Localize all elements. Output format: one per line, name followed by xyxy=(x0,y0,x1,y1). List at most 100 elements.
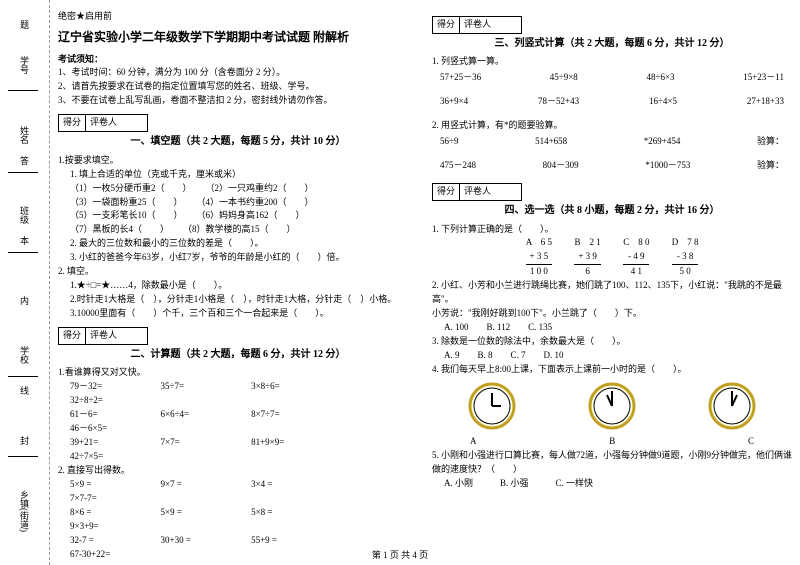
grader-label: 评卷人 xyxy=(460,17,495,33)
s4-q3: 3. 除数是一位数的除法中，余数最大是（ ）。 xyxy=(432,335,792,349)
expr: 3×4 = xyxy=(251,478,328,492)
expr: 46－6×5= xyxy=(70,422,147,436)
opt-top: D 7 8 xyxy=(672,237,699,247)
opt-top: A 6 5 xyxy=(526,237,552,247)
s3-q1: 1. 列竖式算一算。 xyxy=(432,55,792,69)
item: （8）教学楼的高15（ ） xyxy=(183,223,296,237)
exam-title: 辽宁省实验小学二年级数学下学期期中考试试题 附解析 xyxy=(58,28,418,47)
opt-mid: - 3 8 xyxy=(672,250,699,265)
expr: 8×7÷7= xyxy=(251,408,328,422)
s2-q1: 1.看谁算得又对又快。 xyxy=(58,366,418,380)
opt-a: A 6 5 + 3 5 1 0 0 xyxy=(526,236,553,279)
opt-mid: + 3 9 xyxy=(574,250,601,265)
s4-q4: 4. 我们每天早上8:00上课，下面表示上课前一小时的是（ ）。 xyxy=(432,363,792,377)
expr: 514+658 xyxy=(535,135,567,149)
score-label: 得分 xyxy=(433,17,460,33)
q2-1: 1.★÷□=★……4，除数最小是（ ）。 xyxy=(58,279,418,293)
calc-row: 61－6= 6×6÷4= 8×7÷7= 46－6×5= xyxy=(58,408,418,436)
vert-row: 475－248 804－309 *1000－753 验算： xyxy=(432,159,792,173)
s4-q2c: A. 100 B. 112 C. 135 xyxy=(432,321,792,335)
expr: 57+25－36 xyxy=(440,71,481,85)
s4-q5a: 5. 小刚和小强进行口算比赛，每人做72道，小强每分钟做9道题，小刚9分钟做完，… xyxy=(432,449,792,477)
expr: 56÷9 xyxy=(440,135,458,149)
score-box: 得分 评卷人 xyxy=(432,16,522,34)
vert-row: 56÷9 514+658 *269+454 验算： xyxy=(432,135,792,149)
expr: 55+9 = xyxy=(251,534,328,548)
gutter-lbl: 内 xyxy=(18,296,31,305)
expr: 9×7 = xyxy=(161,478,238,492)
expr: 6×6÷4= xyxy=(161,408,238,422)
gutter-lbl: 本 xyxy=(18,236,31,245)
expr: 27+18+33 xyxy=(747,95,784,109)
expr: 3×8÷6= xyxy=(251,380,328,394)
s4-q5c: A. 小刚 B. 小强 C. 一样快 xyxy=(432,477,792,491)
left-column: 绝密★启用前 辽宁省实验小学二年级数学下学期期中考试试题 附解析 考试须知： 1… xyxy=(58,10,418,565)
opt-mid: - 4 9 xyxy=(623,250,649,265)
s4-q3c: A. 9 B. 8 C. 7 D. 10 xyxy=(432,349,792,363)
expr: 39+21= xyxy=(70,436,147,450)
q1-3: 3. 小红的爸爸今年63岁，小红7岁，爷爷的年龄是小红的（ ）倍。 xyxy=(58,251,418,265)
expr: 81+9×9= xyxy=(251,436,328,450)
item: （1）一枚5分硬币重2（ ） xyxy=(70,182,192,196)
s4-q2b: 小芳说："我刚好跳到100下"。小兰跳了（ ）下。 xyxy=(432,307,792,321)
opt-mid: + 3 5 xyxy=(526,250,553,265)
vert-row: 36+9×4 78－52+43 16÷4×5 27+18+33 xyxy=(432,95,792,109)
q2: 2. 填空。 xyxy=(58,265,418,279)
expr: 475－248 xyxy=(440,159,476,173)
expr: 9×3+9= xyxy=(70,520,147,534)
score-label: 得分 xyxy=(59,115,86,131)
expr: 15+23－11 xyxy=(743,71,784,85)
expr: 5×8 = xyxy=(251,506,328,520)
calc-row: 5×9 = 9×7 = 3×4 = 7×7-7= xyxy=(58,478,418,506)
lbl: B xyxy=(609,435,615,449)
secrecy-line: 绝密★启用前 xyxy=(58,10,418,24)
opt-res: 5 0 xyxy=(679,266,690,276)
item: （3）一袋面粉重25（ ） xyxy=(70,196,183,210)
score-box: 得分 评卷人 xyxy=(432,183,522,201)
gutter-lbl: 学校 xyxy=(18,346,31,364)
gutter-line xyxy=(8,456,38,457)
opt-res: 6 xyxy=(585,266,590,276)
q2-2: 2.时针走1大格是（ ），分针走1小格是（ ），时针走1大格，分针走（ ）小格。 xyxy=(58,293,418,307)
q1-items-row2: （3）一袋面粉重25（ ） （4）一本书约重200（ ） xyxy=(58,196,418,210)
expr: 7×7-7= xyxy=(70,492,147,506)
notice-1: 1、考试时间：60 分钟，满分为 100 分（含卷面分 2 分）。 xyxy=(58,66,418,80)
right-column: 得分 评卷人 三、列竖式计算（共 2 大题，每题 6 分，共计 12 分） 1.… xyxy=(432,10,792,565)
opt-top: C 8 0 xyxy=(623,237,649,247)
opt-c: C 8 0 - 4 9 4 1 xyxy=(623,236,649,279)
expr: 验算： xyxy=(757,159,784,173)
clock-icon xyxy=(707,381,757,431)
expr: 35÷7= xyxy=(161,380,238,394)
section-4-title: 四、选一选（共 8 小题，每题 2 分，共计 16 分） xyxy=(432,203,792,219)
item: （4）一本书约重200（ ） xyxy=(197,196,314,210)
lbl: C xyxy=(748,435,754,449)
q1-items-row1: （1）一枚5分硬币重2（ ） （2）一只鸡重约2（ ） xyxy=(58,182,418,196)
expr: 48÷6×3 xyxy=(647,71,675,85)
section-3-title: 三、列竖式计算（共 2 大题，每题 6 分，共计 12 分） xyxy=(432,36,792,52)
item: （7）黑板的长4（ ） xyxy=(70,223,169,237)
expr: 5×9 = xyxy=(161,506,238,520)
binding-gutter: 题 学号 姓名 答 班级 本 内 学校 线 封 乡镇(街道) xyxy=(0,0,50,565)
expr: 36+9×4 xyxy=(440,95,468,109)
expr: 16÷4×5 xyxy=(649,95,677,109)
gutter-line xyxy=(8,90,38,91)
gutter-lbl: 姓名 xyxy=(18,126,31,144)
item: （2）一只鸡重约2（ ） xyxy=(206,182,314,196)
notice-heading: 考试须知： xyxy=(58,53,418,67)
opt-top: B 2 1 xyxy=(575,237,601,247)
clocks-row xyxy=(432,381,792,431)
expr: 42÷7×5= xyxy=(70,450,147,464)
expr: 45÷9×8 xyxy=(550,71,578,85)
expr: 5×9 = xyxy=(70,478,147,492)
expr: 804－309 xyxy=(543,159,579,173)
score-label: 得分 xyxy=(433,184,460,200)
clock-icon xyxy=(587,381,637,431)
expr: 78－52+43 xyxy=(538,95,579,109)
opt-d: D 7 8 - 3 8 5 0 xyxy=(672,236,699,279)
calc-row: 79－32= 35÷7= 3×8÷6= 32÷8÷2= xyxy=(58,380,418,408)
score-box: 得分 评卷人 xyxy=(58,327,148,345)
opt-res: 4 1 xyxy=(631,266,642,276)
calc-row: 8×6 = 5×9 = 5×8 = 9×3+9= xyxy=(58,506,418,534)
notice-2: 2、请首先按要求在试卷的指定位置填写您的姓名、班级、学号。 xyxy=(58,80,418,94)
page: 题 学号 姓名 答 班级 本 内 学校 线 封 乡镇(街道) 绝密★启用前 辽宁… xyxy=(0,0,800,565)
